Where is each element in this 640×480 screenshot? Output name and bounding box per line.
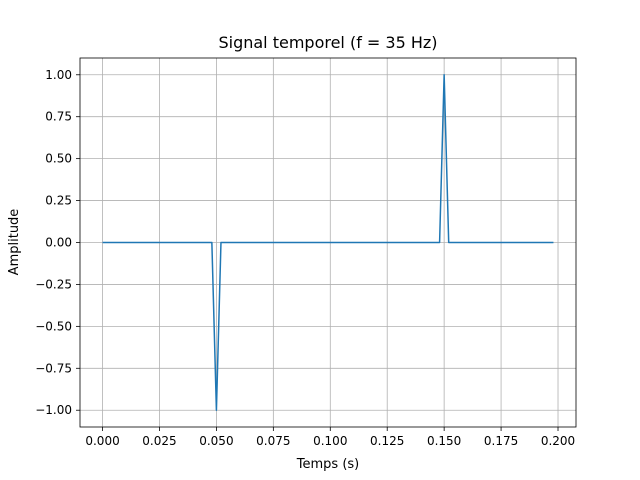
x-tick-label: 0.175 [484,434,518,448]
y-axis-label: Amplitude [7,209,22,276]
x-tick-label: 0.200 [541,434,575,448]
x-tick-label: 0.075 [256,434,290,448]
x-tick-label: 0.100 [313,434,347,448]
y-tick-label: 0.00 [45,236,72,250]
x-axis-label: Temps (s) [296,457,359,472]
series-line [102,74,554,411]
x-tick-label: 0.000 [85,434,119,448]
y-tick-label: −0.25 [35,277,72,291]
chart-title: Signal temporel (f = 35 Hz) [218,33,437,52]
y-tick-label: 0.50 [45,152,72,166]
ticks: 0.000 0.025 0.050 0.075 0.100 0.125 0.150 0.175… [35,68,575,448]
x-tick-label: 0.025 [142,434,176,448]
y-tick-label: −0.75 [35,361,72,375]
x-tick-label: 0.050 [199,434,233,448]
y-tick-label: 1.00 [45,68,72,82]
series-layer [102,74,554,411]
y-tick-label: −1.00 [35,403,72,417]
x-tick-label: 0.125 [370,434,404,448]
y-tick-label: 0.75 [45,110,72,124]
y-tick-label: −0.50 [35,319,72,333]
x-tick-label: 0.150 [427,434,461,448]
y-tick-label: 0.25 [45,194,72,208]
